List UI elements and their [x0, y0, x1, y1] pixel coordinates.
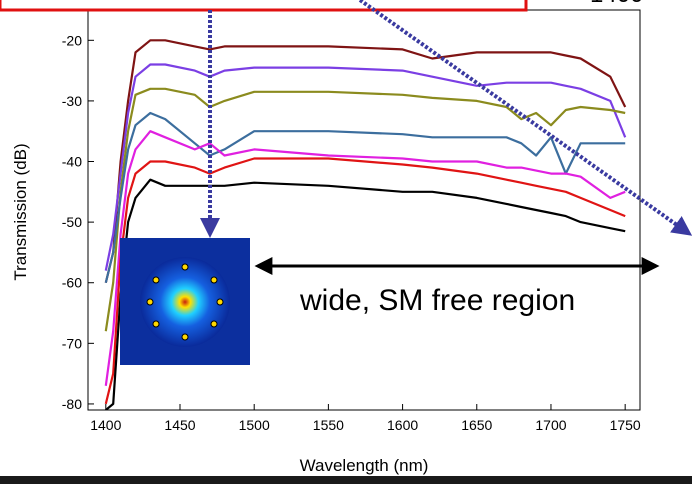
y-tick-label: -30: [62, 93, 82, 109]
x-tick-label: 1500: [239, 417, 270, 433]
x-tick-label: 1550: [313, 417, 344, 433]
bottom-bar: [0, 476, 692, 484]
x-tick-label: 1400: [90, 417, 121, 433]
series-line: [104, 157, 626, 405]
x-tick-label: 1450: [164, 417, 195, 433]
x-axis-label: Wavelength (nm): [300, 456, 429, 475]
plot-lines: [104, 39, 627, 410]
y-tick-label: -20: [62, 32, 82, 48]
series-line: [104, 87, 626, 332]
pointer-arrow: [358, 0, 692, 236]
x-tick-label: 1650: [461, 417, 492, 433]
y-axis-label: Transmission (dB): [11, 143, 30, 280]
y-tick-label: -50: [62, 214, 82, 230]
x-tick-label: 1600: [387, 417, 418, 433]
annotation: wide, SM free region: [299, 284, 575, 317]
series-line: [105, 178, 626, 410]
callout-box: [0, 0, 528, 12]
mode-inset: [120, 238, 250, 365]
series-line: [104, 130, 626, 386]
y-tick-label: -60: [62, 275, 82, 291]
y-tick-label: -70: [62, 335, 82, 351]
series-line: [104, 111, 626, 283]
series-line: [104, 63, 627, 271]
x-tick-label: 1750: [610, 417, 641, 433]
x-tick-label: 1700: [535, 417, 566, 433]
series-line: [104, 39, 627, 283]
y-tick-label: -80: [62, 396, 82, 412]
y-tick-label: -40: [62, 154, 82, 170]
annotation: 1400: [590, 0, 643, 8]
